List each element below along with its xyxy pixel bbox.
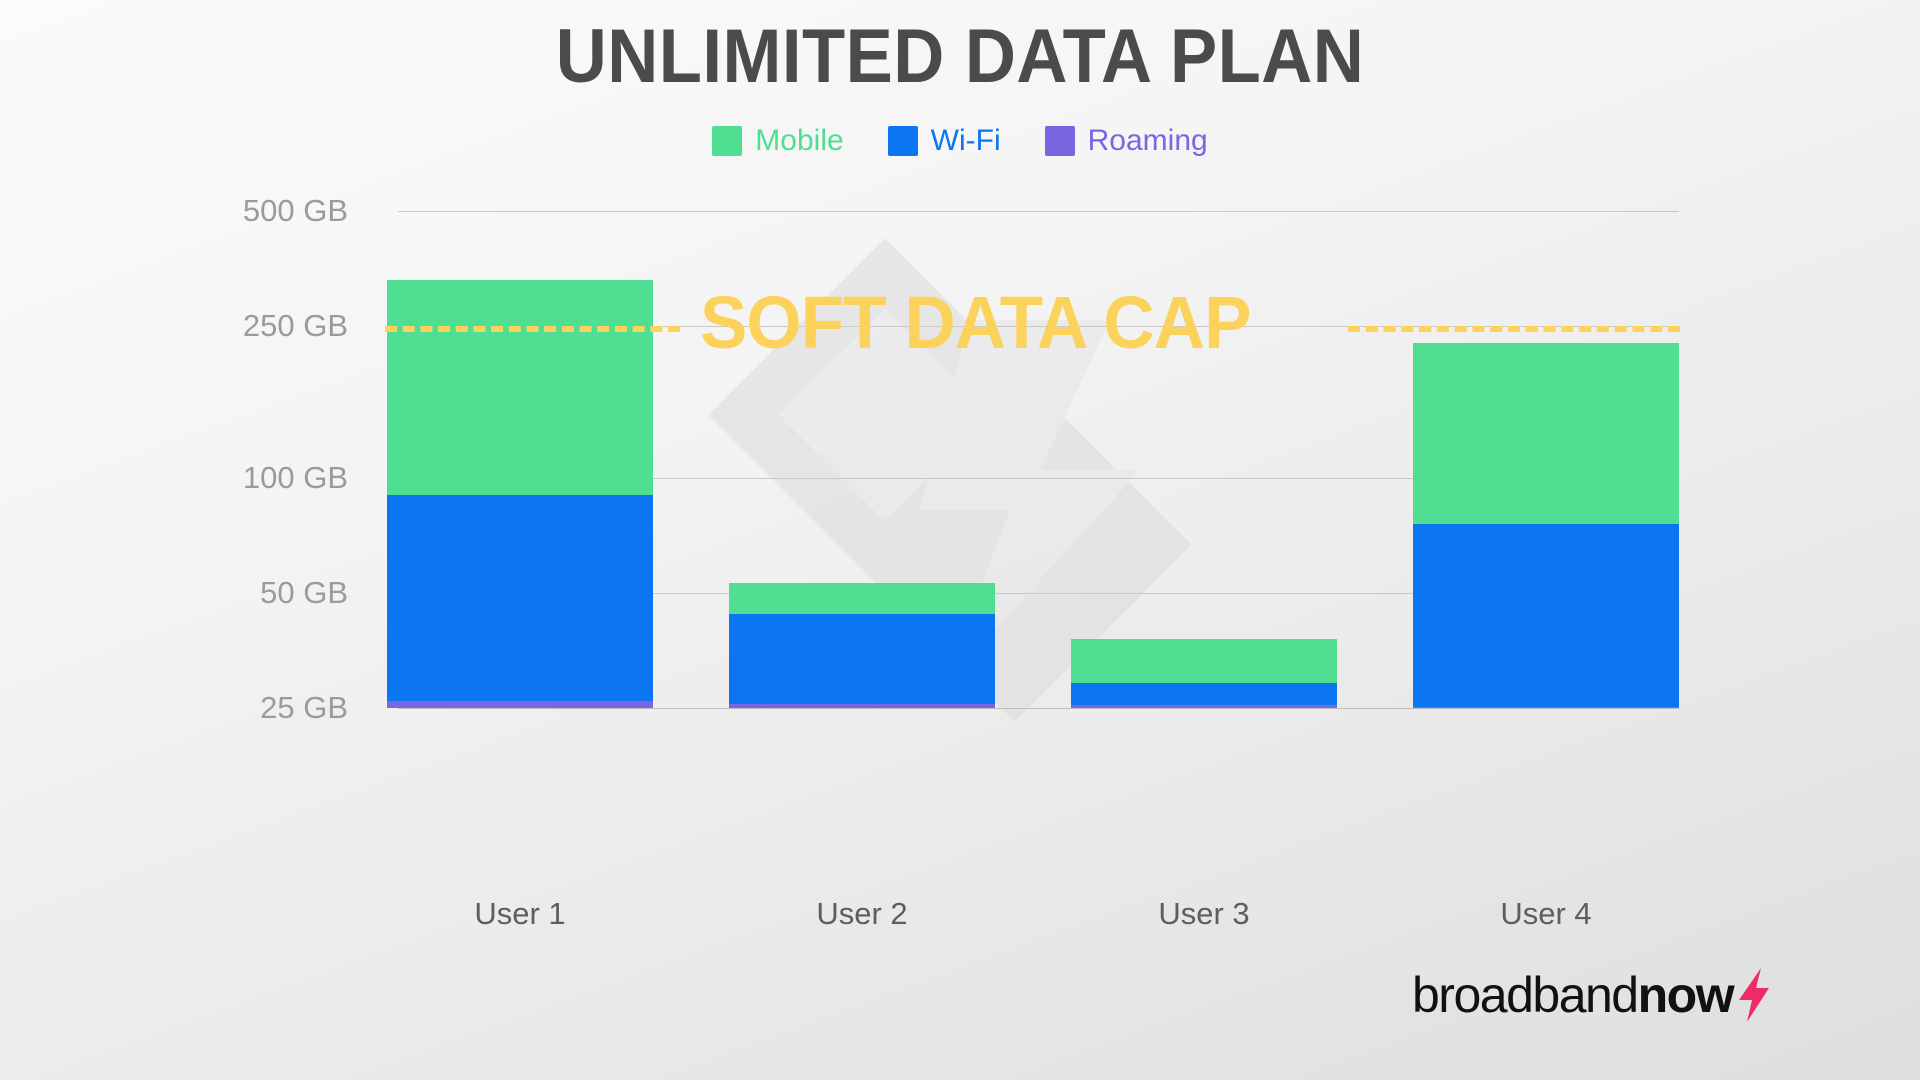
legend-swatch-mobile bbox=[712, 126, 743, 156]
legend-label-mobile: Mobile bbox=[755, 124, 844, 157]
legend-label-roaming: Roaming bbox=[1087, 124, 1208, 157]
legend-swatch-wifi bbox=[887, 126, 918, 156]
soft-data-cap-line-left bbox=[385, 325, 680, 332]
legend-item-roaming[interactable]: Roaming bbox=[1044, 124, 1208, 157]
bar-group[interactable] bbox=[387, 211, 653, 708]
legend-item-wifi[interactable]: Wi-Fi bbox=[887, 124, 1001, 157]
bar-segment-roaming[interactable] bbox=[387, 701, 653, 708]
bar-segment-roaming[interactable] bbox=[1413, 706, 1679, 708]
bar-segment-wi-fi[interactable] bbox=[1071, 683, 1337, 706]
y-axis-tick-label: 50 GB bbox=[260, 575, 348, 610]
bar-segment-mobile[interactable] bbox=[387, 279, 653, 496]
bar-segment-wi-fi[interactable] bbox=[729, 614, 995, 705]
bar-segment-wi-fi[interactable] bbox=[387, 495, 653, 702]
soft-data-cap-label: SOFT DATA CAP bbox=[700, 280, 1252, 364]
bar-group[interactable] bbox=[729, 211, 995, 708]
legend-item-mobile[interactable]: Mobile bbox=[712, 124, 844, 157]
gridline bbox=[398, 708, 1679, 709]
bar-segment-mobile[interactable] bbox=[729, 583, 995, 615]
y-axis-tick-label: 500 GB bbox=[242, 193, 348, 228]
x-axis-tick-label: User 2 bbox=[816, 896, 908, 931]
x-axis-tick-label: User 4 bbox=[1500, 896, 1592, 931]
chart-legend: Mobile Wi-Fi Roaming bbox=[0, 126, 1920, 156]
bar-group[interactable] bbox=[1071, 211, 1337, 708]
y-axis-tick-label: 100 GB bbox=[242, 460, 348, 495]
lightning-bolt-icon bbox=[1739, 968, 1770, 1022]
gridline bbox=[398, 211, 1679, 212]
legend-label-wifi: Wi-Fi bbox=[930, 124, 1001, 157]
brand-logo-text-bold: now bbox=[1637, 967, 1735, 1023]
legend-swatch-roaming bbox=[1044, 126, 1075, 156]
soft-data-cap-line-right bbox=[1348, 325, 1680, 332]
bar-segment-mobile[interactable] bbox=[1413, 343, 1679, 524]
bar-segment-mobile[interactable] bbox=[1071, 638, 1337, 684]
y-axis-tick-label: 25 GB bbox=[260, 690, 348, 725]
y-axis-tick-label: 250 GB bbox=[242, 307, 348, 343]
x-axis-tick-label: User 1 bbox=[474, 896, 566, 931]
gridline bbox=[398, 325, 1679, 327]
bar-group[interactable] bbox=[1413, 211, 1679, 708]
page-title: UNLIMITED DATA PLAN bbox=[555, 14, 1365, 99]
gridline bbox=[398, 593, 1679, 594]
gridline bbox=[398, 478, 1679, 479]
x-axis-tick-label: User 3 bbox=[1158, 896, 1250, 931]
brand-logo-text-light: broadband bbox=[1412, 967, 1639, 1023]
bar-segment-roaming[interactable] bbox=[1071, 705, 1337, 708]
brand-logo[interactable]: broadbandnow bbox=[1412, 968, 1771, 1022]
bar-segment-roaming[interactable] bbox=[729, 704, 995, 708]
bar-segment-wi-fi[interactable] bbox=[1413, 523, 1679, 707]
brand-logo-text: broadbandnow bbox=[1412, 967, 1735, 1023]
